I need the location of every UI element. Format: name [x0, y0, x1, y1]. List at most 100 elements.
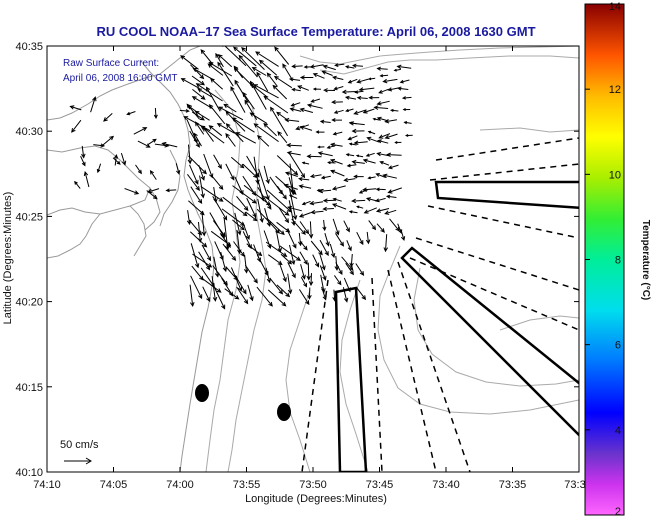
- current-vector: [232, 185, 257, 204]
- current-vector: [289, 188, 298, 221]
- current-vector: [367, 130, 376, 135]
- current-vector: [218, 106, 244, 121]
- current-vector: [309, 64, 324, 69]
- current-vector: [365, 152, 375, 157]
- current-vector: [320, 175, 331, 180]
- current-vector: [90, 96, 97, 113]
- current-vector: [189, 284, 195, 307]
- current-vector: [376, 223, 385, 233]
- current-vector: [288, 194, 298, 199]
- current-vector: [222, 196, 248, 217]
- current-vector: [269, 277, 284, 295]
- current-vector: [214, 287, 226, 310]
- current-vector: [242, 231, 252, 250]
- current-vector: [389, 108, 399, 113]
- current-vector: [202, 286, 211, 303]
- colorbar-tick-label: 4: [615, 425, 621, 437]
- current-vector: [401, 96, 412, 100]
- current-vector: [297, 85, 309, 91]
- current-vector: [242, 222, 250, 241]
- current-vector: [215, 52, 224, 68]
- current-vector: [384, 133, 398, 140]
- current-vector: [216, 123, 235, 134]
- station-marker: [277, 403, 291, 421]
- colorbar-ticks: 14 12 10 8 6 4 2: [585, 1, 621, 518]
- current-vector: [190, 64, 205, 80]
- current-vector: [263, 165, 270, 185]
- current-vector: [263, 230, 272, 250]
- scale-label: 50 cm/s: [60, 439, 99, 451]
- current-vector: [120, 152, 127, 166]
- current-vector: [382, 78, 398, 84]
- current-vector: [192, 253, 213, 268]
- y-tick-label: 40:10: [15, 467, 43, 479]
- x-tick-label: 73:40: [432, 479, 460, 491]
- current-vector: [194, 110, 210, 121]
- current-vector: [282, 63, 292, 79]
- current-vector: [384, 209, 397, 215]
- current-vector: [384, 118, 397, 124]
- current-vector: [321, 286, 327, 301]
- current-vector: [363, 207, 377, 214]
- colorbar-tick-label: 12: [609, 84, 621, 96]
- current-vector: [230, 267, 243, 292]
- current-vector: [112, 157, 121, 165]
- current-vector: [235, 132, 257, 144]
- current-vector: [345, 65, 355, 69]
- survey-boxes: [334, 180, 579, 472]
- y-tick-label: 40:30: [15, 126, 43, 138]
- current-vector: [257, 198, 264, 223]
- current-vector: [386, 152, 402, 158]
- x-tick-label: 73:35: [499, 479, 527, 491]
- current-vector: [317, 145, 325, 149]
- current-vector: [187, 173, 200, 191]
- current-vector: [236, 195, 249, 212]
- current-vector: [312, 254, 320, 268]
- current-vector: [243, 254, 249, 274]
- colorbar-tick-label: 8: [615, 255, 621, 267]
- current-vector: [200, 185, 224, 202]
- current-vector: [258, 168, 270, 201]
- current-vector: [258, 59, 278, 76]
- current-vector: [288, 177, 295, 195]
- current-vector: [368, 77, 376, 81]
- current-vector: [385, 194, 397, 199]
- survey-lines: [301, 137, 579, 472]
- current-vector: [333, 86, 344, 91]
- current-vector: [242, 91, 255, 110]
- current-vector: [175, 163, 181, 175]
- x-tick-label: 74:05: [100, 479, 128, 491]
- current-vector: [332, 131, 343, 136]
- current-vector: [277, 130, 288, 144]
- current-vector: [353, 140, 368, 145]
- current-vector: [343, 177, 356, 183]
- current-vector: [225, 133, 236, 147]
- current-vector: [268, 254, 283, 266]
- current-vector: [211, 276, 218, 302]
- current-vector: [361, 187, 377, 192]
- current-vector: [245, 211, 258, 222]
- current-vector: [343, 220, 350, 233]
- current-vector: [315, 130, 325, 134]
- y-tick-label: 40:20: [15, 297, 43, 309]
- current-vector: [233, 241, 245, 257]
- current-vector: [403, 121, 412, 125]
- current-vector: [246, 197, 257, 218]
- current-vector: [234, 275, 247, 295]
- current-vector: [265, 267, 272, 284]
- current-vector: [219, 233, 231, 249]
- x-tick-label: 73:50: [299, 479, 327, 491]
- current-vector: [257, 135, 270, 147]
- current-vector: [354, 90, 364, 94]
- current-vector: [253, 156, 260, 185]
- current-vector: [244, 99, 258, 120]
- current-vector: [300, 277, 308, 288]
- current-vector: [83, 171, 90, 188]
- current-vector: [341, 89, 357, 95]
- y-axis-label: Latitude (Degrees:Minutes): [2, 192, 14, 325]
- current-vector: [362, 108, 375, 114]
- current-vector: [344, 95, 357, 100]
- current-vector: [299, 240, 308, 251]
- current-vector: [348, 210, 358, 214]
